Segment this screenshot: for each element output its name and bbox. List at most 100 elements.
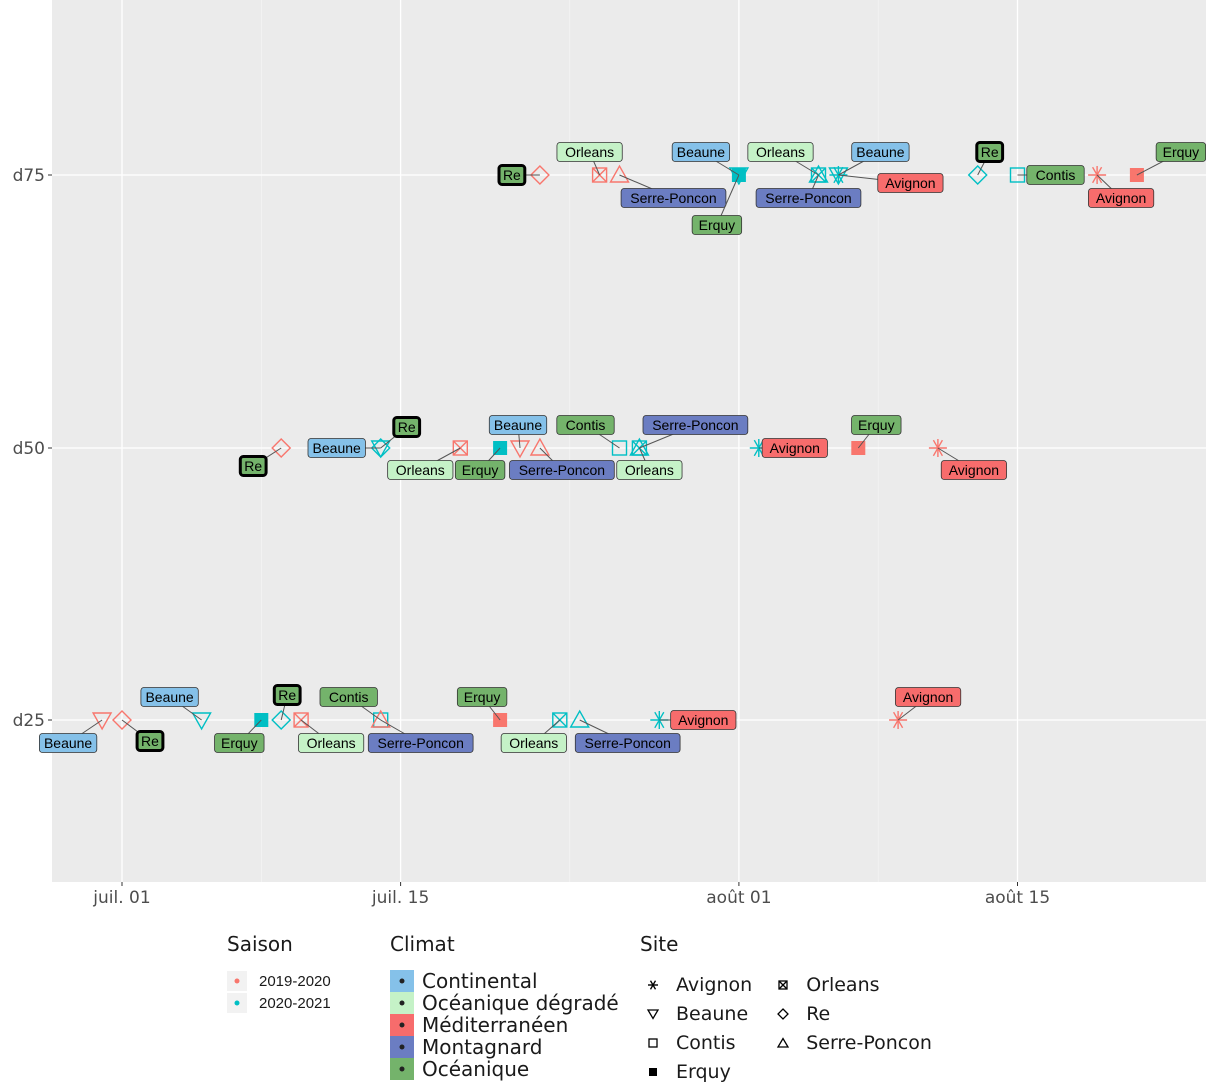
svg-text:Orleans: Orleans bbox=[565, 144, 614, 160]
legend-site: Site Avignon Beaune Contis bbox=[640, 932, 932, 1086]
svg-text:Avignon: Avignon bbox=[1096, 190, 1146, 206]
data-label: Orleans bbox=[556, 142, 623, 176]
data-point-re bbox=[370, 438, 391, 458]
legend-site-entry: Serre-Poncon bbox=[770, 1028, 932, 1057]
legend-site-entry: Re bbox=[770, 999, 932, 1028]
legend-climat-entry: Océanique dégradé bbox=[390, 992, 619, 1014]
point-labels: Beaune Re Beaune Erquy Re Orleans Contis Serre-… bbox=[39, 141, 1206, 753]
data-point-re bbox=[967, 165, 988, 185]
data-point-re bbox=[271, 710, 292, 730]
svg-text:Avignon: Avignon bbox=[678, 712, 728, 728]
data-label: Erquy bbox=[214, 719, 265, 753]
svg-text:Erquy: Erquy bbox=[221, 735, 258, 751]
legend-climat: Climat Continental Océanique dégradé Méd… bbox=[390, 932, 619, 1080]
legend-site-label: Re bbox=[806, 1002, 831, 1025]
data-label: Orleans bbox=[387, 447, 461, 480]
x-tick-label: août 15 bbox=[985, 888, 1050, 908]
data-point-serre-poncon bbox=[529, 437, 551, 456]
legend-climat-label: Océanique bbox=[422, 1057, 530, 1081]
legend-site-label: Avignon bbox=[676, 973, 753, 996]
square-icon bbox=[640, 1030, 666, 1056]
data-label: Re bbox=[380, 416, 422, 449]
legend-saison-label: 2019-2020 bbox=[259, 972, 331, 990]
svg-text:Avignon: Avignon bbox=[885, 175, 935, 191]
legend-climat-key bbox=[390, 1014, 414, 1036]
legend-climat-entry: Continental bbox=[390, 970, 619, 992]
data-point-serre-poncon bbox=[370, 709, 391, 728]
legend-saison-key bbox=[227, 993, 247, 1013]
x-axis: juil. 01 juil. 15 août 01 août 15 bbox=[92, 882, 1050, 908]
x-tick-label: juil. 01 bbox=[92, 888, 150, 908]
data-label: Beaune bbox=[838, 142, 910, 176]
svg-text:Re: Re bbox=[278, 687, 296, 703]
scatter-plot: d25 d50 d75 juil. 01 juil. 15 août 01 août 15… bbox=[13, 0, 1206, 908]
legend-climat-label: Montagnard bbox=[422, 1035, 543, 1059]
svg-text:Orleans: Orleans bbox=[756, 144, 805, 160]
svg-text:Orleans: Orleans bbox=[509, 735, 558, 751]
data-label: Avignon bbox=[838, 173, 944, 193]
data-point-beaune bbox=[509, 440, 531, 459]
svg-text:Beaune: Beaune bbox=[313, 440, 361, 456]
legend-climat-entry: Montagnard bbox=[390, 1036, 619, 1058]
svg-text:Erquy: Erquy bbox=[464, 689, 501, 705]
data-label: Avignon bbox=[937, 447, 1007, 480]
data-label: Beaune bbox=[671, 142, 740, 176]
data-point-serre-poncon bbox=[609, 164, 630, 183]
data-label: Contis bbox=[556, 415, 620, 449]
legend-climat-key bbox=[390, 1036, 414, 1058]
legend-saison-entry: 2020-2021 bbox=[227, 992, 331, 1014]
data-label: Avignon bbox=[758, 438, 828, 458]
legend-site-entry: Contis bbox=[640, 1028, 752, 1057]
svg-text:Avignon: Avignon bbox=[903, 689, 953, 705]
svg-text:Erquy: Erquy bbox=[699, 217, 736, 233]
data-point-re bbox=[271, 438, 292, 458]
data-point-serre-poncon bbox=[808, 164, 829, 183]
data-label: Erquy bbox=[456, 687, 508, 721]
svg-text:Contis: Contis bbox=[329, 689, 369, 705]
data-label: Erquy bbox=[691, 174, 743, 235]
legend-saison-entry: 2019-2020 bbox=[227, 970, 331, 992]
data-label: Avignon bbox=[895, 687, 962, 721]
legend-saison: Saison 2019-2020 2020-2021 bbox=[227, 932, 331, 1014]
data-label: Contis bbox=[319, 687, 381, 721]
legend-climat-label: Méditerranéen bbox=[422, 1013, 569, 1037]
svg-text:Beaune: Beaune bbox=[44, 735, 92, 751]
data-label: Serre-Poncon bbox=[619, 174, 727, 208]
data-point-beaune bbox=[191, 712, 212, 731]
legend-climat-label: Océanique dégradé bbox=[422, 991, 619, 1015]
svg-text:Orleans: Orleans bbox=[307, 735, 356, 751]
y-axis: d25 d50 d75 bbox=[13, 166, 52, 731]
data-label: Beaune bbox=[140, 687, 202, 721]
svg-text:Avignon: Avignon bbox=[949, 462, 999, 478]
asterisk-icon bbox=[640, 972, 666, 998]
data-point-contis bbox=[611, 440, 628, 456]
data-label: Erquy bbox=[1136, 142, 1206, 176]
data-point-re bbox=[112, 710, 132, 730]
legend-climat-title: Climat bbox=[390, 932, 455, 956]
grid-lines bbox=[52, 0, 1206, 882]
svg-text:Contis: Contis bbox=[566, 417, 606, 433]
data-label: Orleans bbox=[616, 447, 683, 480]
data-label: Erquy bbox=[454, 447, 506, 480]
chart-marks: Beaune Re Beaune Erquy Re Orleans Contis Serre-… bbox=[39, 141, 1206, 753]
data-label: Re bbox=[497, 164, 540, 186]
svg-text:Re: Re bbox=[503, 167, 521, 183]
legend-site-label: Orleans bbox=[806, 973, 880, 996]
svg-text:Re: Re bbox=[981, 144, 999, 160]
triangle-down-icon bbox=[640, 1001, 666, 1027]
legend-site-entry: Erquy bbox=[640, 1057, 752, 1086]
data-label: Serre-Poncon bbox=[639, 415, 749, 449]
legend-saison-title: Saison bbox=[227, 932, 293, 956]
legend-site-entry: Beaune bbox=[640, 999, 752, 1028]
data-label: Avignon bbox=[1088, 174, 1155, 208]
data-point-re bbox=[529, 165, 550, 185]
data-point-beaune bbox=[370, 440, 391, 459]
y-tick-label: d75 bbox=[13, 166, 45, 186]
data-label: Avignon bbox=[659, 710, 737, 730]
svg-text:Beaune: Beaune bbox=[677, 144, 725, 160]
data-label: Re bbox=[238, 447, 282, 477]
svg-text:Erquy: Erquy bbox=[858, 417, 895, 433]
legend-site-entry: Orleans bbox=[770, 970, 932, 999]
data-label: Orleans bbox=[747, 142, 819, 176]
legend-climat-key bbox=[390, 970, 414, 992]
